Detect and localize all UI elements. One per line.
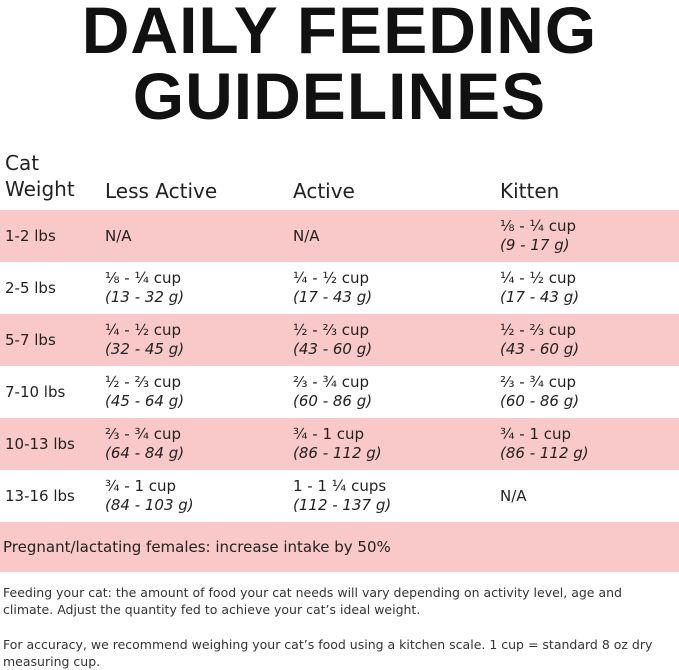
weight-cell: 13-16 lbs [5, 487, 75, 505]
cup-amount: ½ - ⅔ cup [105, 373, 182, 391]
gram-amount: (9 - 17 g) [500, 236, 570, 254]
title-line: GUIDELINES [132, 59, 547, 133]
gram-amount: (43 - 60 g) [500, 340, 580, 358]
cup-amount: ½ - ⅔ cup [500, 321, 577, 339]
gram-amount: (84 - 103 g) [105, 496, 194, 514]
cup-amount: ½ - ⅔ cup [293, 321, 370, 339]
amount-cell: N/A [293, 227, 320, 245]
weight-cell: 10-13 lbs [5, 435, 75, 453]
column-header: Less Active [105, 179, 218, 203]
cup-amount: ⅛ - ¼ cup [105, 269, 182, 287]
footer-text: For accuracy, we recommend weighing your… [3, 637, 653, 669]
table-row: 10-13 lbs ⅔ - ¾ cup (64 - 84 g) ¾ - 1 cup (8… [0, 418, 679, 470]
weight-cell: 7-10 lbs [5, 383, 66, 401]
cup-amount: ¼ - ½ cup [105, 321, 182, 339]
cup-amount: ⅔ - ¾ cup [500, 373, 577, 391]
cup-amount: ¼ - ½ cup [293, 269, 370, 287]
gram-amount: (112 - 137 g) [293, 496, 392, 514]
table-row: 1-2 lbs N/A N/A ⅛ - ¼ cup (9 - 17 g) [0, 210, 679, 262]
cup-amount: ⅔ - ¾ cup [293, 373, 370, 391]
table-row: 7-10 lbs ½ - ⅔ cup (45 - 64 g) ⅔ - ¾ cup (60… [0, 366, 679, 418]
cup-amount: ¾ - 1 cup [105, 477, 177, 495]
column-header: Cat Weight [5, 151, 75, 201]
gram-amount: (60 - 86 g) [293, 392, 373, 410]
gram-amount: (13 - 32 g) [105, 288, 185, 306]
gram-amount: (43 - 60 g) [293, 340, 373, 358]
column-header: Kitten [500, 179, 560, 203]
cup-amount: ⅛ - ¼ cup [500, 217, 577, 235]
cup-amount: ⅔ - ¾ cup [105, 425, 182, 443]
gram-amount: (60 - 86 g) [500, 392, 580, 410]
amount-cell: N/A [105, 227, 132, 245]
gram-amount: (86 - 112 g) [293, 444, 382, 462]
cup-amount: ¾ - 1 cup [500, 425, 572, 443]
table-row: 2-5 lbs ⅛ - ¼ cup (13 - 32 g) ¼ - ½ cup (17 … [0, 262, 679, 314]
column-header: Active [293, 179, 355, 203]
amount-cell: N/A [500, 487, 527, 505]
cup-amount: ¼ - ½ cup [500, 269, 577, 287]
weight-cell: 1-2 lbs [5, 227, 56, 245]
cup-amount: ¾ - 1 cup [293, 425, 365, 443]
gram-amount: (45 - 64 g) [105, 392, 185, 410]
gram-amount: (32 - 45 g) [105, 340, 185, 358]
weight-cell: 5-7 lbs [5, 331, 56, 349]
note-row: Pregnant/lactating females: increase int… [0, 522, 679, 572]
table-row: 13-16 lbs ¾ - 1 cup (84 - 103 g) 1 - 1 ¼ cu… [0, 470, 679, 522]
gram-amount: (17 - 43 g) [500, 288, 580, 306]
note-text: Pregnant/lactating females: increase int… [3, 538, 391, 556]
table-row: 5-7 lbs ¼ - ½ cup (32 - 45 g) ½ - ⅔ cup (43 … [0, 314, 679, 366]
gram-amount: (86 - 112 g) [500, 444, 589, 462]
weight-cell: 2-5 lbs [5, 279, 56, 297]
gram-amount: (17 - 43 g) [293, 288, 373, 306]
gram-amount: (64 - 84 g) [105, 444, 185, 462]
cup-amount: 1 - 1 ¼ cups [293, 477, 387, 495]
footer-text: Feeding your cat: the amount of food you… [3, 585, 622, 617]
title-line: DAILY FEEDING [81, 0, 598, 67]
